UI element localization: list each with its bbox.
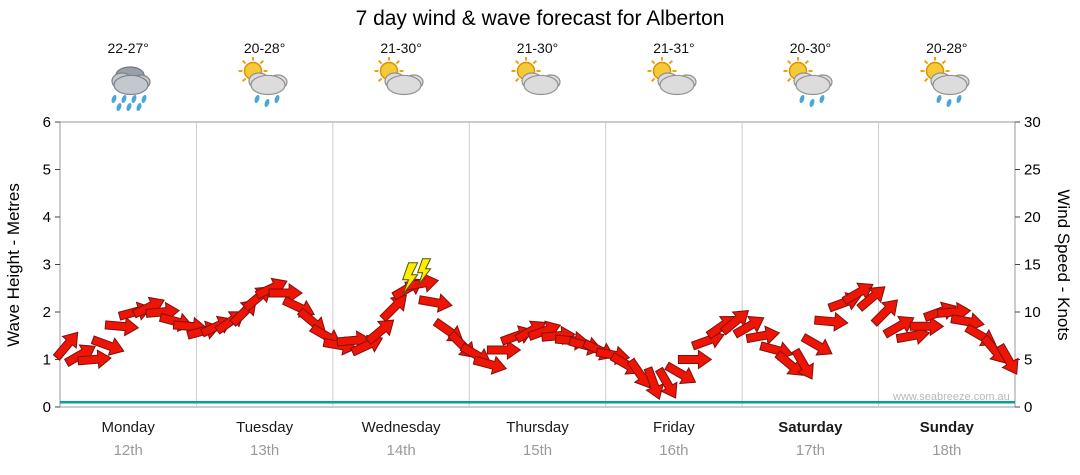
temperature-range-wednesday: 21-30° (380, 40, 422, 56)
wind-arrow (472, 355, 508, 375)
wind-arrow (654, 366, 678, 399)
day-label-tuesday: Tuesday (236, 419, 294, 436)
lightning-icon (401, 258, 432, 296)
plot-frame (59, 121, 1016, 408)
right-tick-label: 25 (1024, 162, 1041, 179)
weather-icon-sun-cloud (373, 56, 429, 115)
right-tick-label: 15 (1024, 257, 1041, 274)
wind-arrow (732, 315, 765, 339)
weather-icon-sun-cloud (510, 56, 566, 115)
raindrops-icon (111, 94, 147, 112)
wind-arrow (52, 331, 79, 361)
weather-icon-sun-cloud-rain (237, 56, 293, 115)
day-label-monday: Monday (101, 419, 155, 436)
wind-arrow (677, 349, 713, 370)
cloud-icon (657, 72, 697, 96)
cloud-icon (111, 72, 151, 96)
date-label-monday: 12th (113, 442, 143, 459)
wind-arrow (418, 293, 453, 313)
right-tick-label: 10 (1024, 304, 1041, 321)
date-label-friday: 16th (659, 442, 689, 459)
day-label-wednesday: Wednesday (361, 419, 441, 436)
wind-arrow (882, 315, 915, 339)
temperature-range-sunday: 20-28° (926, 40, 968, 56)
cloud-icon (930, 72, 970, 96)
day-label-thursday: Thursday (506, 419, 569, 436)
day-label-friday: Friday (653, 419, 695, 436)
left-tick-label: 6 (43, 114, 51, 131)
weather-icon-sun-cloud-rain (919, 56, 975, 115)
right-tick-label: 5 (1024, 352, 1032, 369)
wind-arrow (996, 342, 1019, 375)
day-label-saturday: Saturday (778, 419, 843, 436)
page-title: 7 day wind & wave forecast for Alberton (355, 7, 725, 30)
cloud-icon (384, 72, 424, 96)
cloud-icon (247, 72, 288, 96)
right-tick-label: 0 (1024, 399, 1032, 416)
left-tick-label: 5 (43, 162, 51, 179)
temperature-range-friday: 21-31° (653, 40, 695, 56)
wind-arrow (379, 294, 407, 323)
left-tick-label: 1 (43, 352, 51, 369)
cloud-icon (793, 72, 833, 96)
cloud-icon (520, 72, 561, 96)
weather-icon-sun-cloud (646, 56, 702, 115)
date-label-thursday: 15th (522, 442, 553, 459)
right-tick-label: 30 (1024, 114, 1041, 131)
wind-arrow (77, 349, 112, 370)
wind-arrow (800, 333, 833, 356)
left-tick-label: 3 (43, 257, 51, 274)
wind-arrow (856, 286, 886, 312)
raindrops-icon (936, 94, 962, 108)
watermark: www.seabreeze.com.au (893, 391, 1010, 403)
temperature-range-saturday: 20-30° (789, 40, 832, 56)
left-tick-label: 4 (43, 209, 51, 226)
wind-arrow (870, 299, 899, 327)
left-tick-label: 2 (43, 304, 51, 321)
wind-arrow (664, 361, 697, 385)
weather-icon-sun-cloud-rain (782, 56, 838, 115)
wind-arrow (90, 335, 125, 356)
temperature-range-monday: 22-27° (107, 40, 149, 56)
wind-arrow (365, 319, 395, 346)
temperature-range-thursday: 21-30° (516, 40, 559, 56)
raindrops-icon (799, 94, 825, 108)
left-tick-label: 0 (43, 399, 51, 416)
date-label-tuesday: 13th (249, 442, 280, 459)
raindrops-icon (254, 94, 280, 108)
day-label-sunday: Sunday (919, 419, 974, 436)
weather-icon-rain (100, 57, 156, 115)
date-label-wednesday: 14th (386, 442, 416, 459)
wind-arrow-series (52, 273, 1019, 401)
temperature-range-tuesday: 20-28° (243, 40, 286, 56)
date-label-saturday: 17th (795, 442, 825, 459)
right-tick-label: 20 (1024, 209, 1041, 226)
wind-arrow (791, 347, 814, 380)
wind-arrow (813, 311, 849, 332)
date-label-sunday: 18th (932, 442, 962, 459)
